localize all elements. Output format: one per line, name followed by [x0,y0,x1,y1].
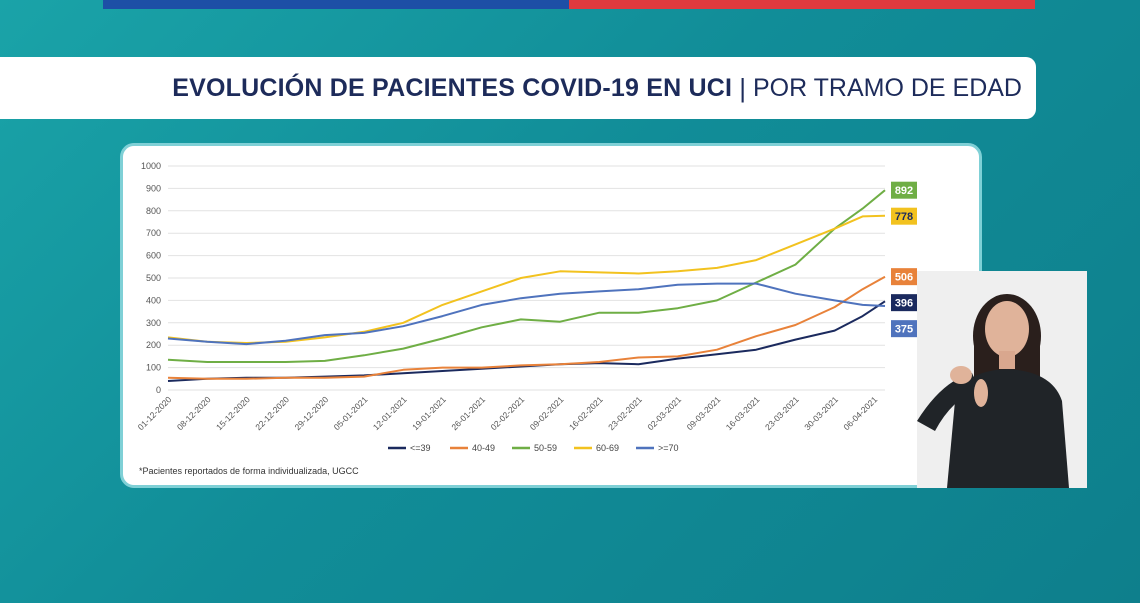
y-tick-label: 900 [146,183,161,193]
line-chart: 0 100 200 300 400 500 600 700 800 900 1000 01-12-20… [136,161,917,453]
y-tick-label: 800 [146,206,161,216]
x-tick-label: 30-03-2021 [802,394,840,432]
chart-footnote: *Pacientes reportados de forma individua… [139,466,359,476]
legend-label: 50-59 [534,443,557,453]
page-subtitle: POR TRAMO DE EDAD [752,73,1022,102]
series-line-40-49 [167,275,886,380]
x-tick-label: 26-01-2021 [449,394,487,432]
y-tick-label: 700 [146,228,161,238]
x-tick-label: 19-01-2021 [410,394,448,432]
end-value-label: 506 [895,272,913,284]
y-tick-label: 400 [146,295,161,305]
x-tick-label: 09-02-2021 [528,394,566,432]
end-value-badge [891,207,917,225]
x-tick-label: 22-12-2020 [253,394,291,432]
end-value-badge [891,294,917,312]
y-tick-label: 200 [146,340,161,350]
top-color-strip [103,0,1035,9]
series-line->=70 [167,282,886,346]
legend-label: >=70 [658,443,679,453]
end-value-label: 375 [895,324,913,336]
top-strip-red [569,0,1035,9]
top-strip-blue [103,0,569,9]
x-tick-label: 05-01-2021 [332,394,370,432]
x-tick-label: 29-12-2020 [292,394,330,432]
y-tick-label: 1000 [141,161,161,171]
legend-label: <=39 [410,443,431,453]
end-value-badge [891,181,917,199]
x-tick-label: 15-12-2020 [214,394,252,432]
y-tick-label: 600 [146,251,161,261]
x-tick-label: 23-02-2021 [606,394,644,432]
end-value-label: 892 [895,185,913,197]
x-tick-label: 23-03-2021 [763,394,801,432]
sign-language-interpreter-video [917,271,1087,488]
end-value-label: 778 [895,211,913,223]
x-tick-label: 08-12-2020 [175,394,213,432]
x-tick-label: 02-02-2021 [488,394,526,432]
x-tick-label: 12-01-2021 [371,394,409,432]
x-tick-label: 16-03-2021 [724,394,762,432]
title-separator: | [739,72,746,103]
legend-label: 40-49 [472,443,495,453]
series-line-60-69 [167,214,886,344]
y-tick-label: 100 [146,363,161,373]
y-tick-label: 500 [146,273,161,283]
series-line-50-59 [167,189,886,363]
y-tick-label: 300 [146,318,161,328]
page-title: EVOLUCIÓN DE PACIENTES COVID-19 EN UCI [172,73,733,102]
legend-label: 60-69 [596,443,619,453]
end-value-badge [891,268,917,286]
x-tick-label: 01-12-2020 [136,394,174,432]
title-bar: EVOLUCIÓN DE PACIENTES COVID-19 EN UCI |… [0,57,1036,119]
x-tick-label: 06-04-2021 [841,394,879,432]
y-tick-label: 0 [156,385,161,395]
interpreter-image [917,271,1087,488]
x-tick-label: 09-03-2021 [685,394,723,432]
chart-card [120,143,982,488]
x-tick-label: 02-03-2021 [645,394,683,432]
end-value-badge [891,320,917,338]
end-value-label: 396 [895,298,913,310]
x-tick-label: 16-02-2021 [567,394,605,432]
